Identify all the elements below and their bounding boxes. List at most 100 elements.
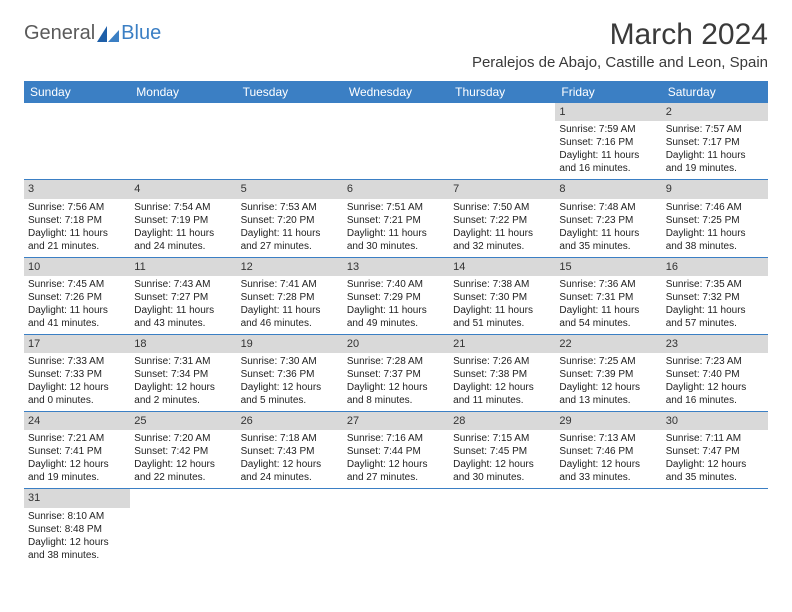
day-info: Sunrise: 7:50 AMSunset: 7:22 PMDaylight:… [449,201,555,257]
day-sunset: Sunset: 7:42 PM [134,445,232,458]
day-number: 28 [449,412,555,430]
day-info: Sunrise: 7:33 AMSunset: 7:33 PMDaylight:… [24,355,130,411]
day-cell [130,489,236,565]
location-subtitle: Peralejos de Abajo, Castille and Leon, S… [472,54,768,71]
day-cell: 14Sunrise: 7:38 AMSunset: 7:30 PMDayligh… [449,258,555,334]
day-day2: and 38 minutes. [28,549,126,562]
day-sunset: Sunset: 7:34 PM [134,368,232,381]
day-number: 27 [343,412,449,430]
day-cell: 8Sunrise: 7:48 AMSunset: 7:23 PMDaylight… [555,180,661,256]
day-day1: Daylight: 11 hours [666,227,764,240]
title-block: March 2024 Peralejos de Abajo, Castille … [472,18,768,71]
day-sunset: Sunset: 7:16 PM [559,136,657,149]
day-day1: Daylight: 12 hours [559,381,657,394]
day-cell: 29Sunrise: 7:13 AMSunset: 7:46 PMDayligh… [555,412,661,488]
day-cell: 17Sunrise: 7:33 AMSunset: 7:33 PMDayligh… [24,335,130,411]
day-sunset: Sunset: 7:38 PM [453,368,551,381]
day-day2: and 22 minutes. [134,471,232,484]
day-number: 13 [343,258,449,276]
day-cell: 9Sunrise: 7:46 AMSunset: 7:25 PMDaylight… [662,180,768,256]
day-info: Sunrise: 7:35 AMSunset: 7:32 PMDaylight:… [662,278,768,334]
day-info: Sunrise: 7:57 AMSunset: 7:17 PMDaylight:… [662,123,768,179]
day-number: 7 [449,180,555,198]
day-day2: and 16 minutes. [666,394,764,407]
day-info: Sunrise: 7:25 AMSunset: 7:39 PMDaylight:… [555,355,661,411]
day-info: Sunrise: 7:36 AMSunset: 7:31 PMDaylight:… [555,278,661,334]
day-info: Sunrise: 7:13 AMSunset: 7:46 PMDaylight:… [555,432,661,488]
day-number: 26 [237,412,343,430]
day-day1: Daylight: 11 hours [347,304,445,317]
day-cell: 7 Sunrise: 7:50 AMSunset: 7:22 PMDaylight… [449,180,555,256]
day-cell: 20Sunrise: 7:28 AMSunset: 7:37 PMDayligh… [343,335,449,411]
day-day2: and 43 minutes. [134,317,232,330]
day-info: Sunrise: 7:31 AMSunset: 7:34 PMDaylight:… [130,355,236,411]
day-number: 25 [130,412,236,430]
day-sunset: Sunset: 7:47 PM [666,445,764,458]
day-sunrise: Sunrise: 7:59 AM [559,123,657,136]
day-day1: Daylight: 12 hours [453,458,551,471]
day-cell: 16Sunrise: 7:35 AMSunset: 7:32 PMDayligh… [662,258,768,334]
day-cell [24,103,130,179]
day-day2: and 49 minutes. [347,317,445,330]
weekday-header-cell: Sunday [24,81,130,103]
day-day1: Daylight: 11 hours [453,304,551,317]
day-day2: and 30 minutes. [347,240,445,253]
day-day1: Daylight: 11 hours [453,227,551,240]
day-day1: Daylight: 12 hours [347,381,445,394]
day-sunset: Sunset: 7:45 PM [453,445,551,458]
day-day1: Daylight: 12 hours [559,458,657,471]
day-number: 22 [555,335,661,353]
day-sunset: Sunset: 7:44 PM [347,445,445,458]
day-day1: Daylight: 12 hours [28,536,126,549]
day-cell: 2Sunrise: 7:57 AMSunset: 7:17 PMDaylight… [662,103,768,179]
day-cell: 4Sunrise: 7:54 AMSunset: 7:19 PMDaylight… [130,180,236,256]
day-day1: Daylight: 12 hours [134,458,232,471]
day-number: 1 [555,103,661,121]
logo-text-blue: Blue [121,22,161,45]
weeks-container: 1Sunrise: 7:59 AMSunset: 7:16 PMDaylight… [24,103,768,566]
day-info: Sunrise: 7:40 AMSunset: 7:29 PMDaylight:… [343,278,449,334]
weekday-header-cell: Wednesday [343,81,449,103]
day-sunrise: Sunrise: 7:35 AM [666,278,764,291]
weekday-header-cell: Thursday [449,81,555,103]
day-sunrise: Sunrise: 7:46 AM [666,201,764,214]
month-title: March 2024 [472,18,768,52]
day-sunrise: Sunrise: 7:30 AM [241,355,339,368]
day-cell: 26Sunrise: 7:18 AMSunset: 7:43 PMDayligh… [237,412,343,488]
day-day2: and 5 minutes. [241,394,339,407]
day-day1: Daylight: 11 hours [666,149,764,162]
day-cell: 11Sunrise: 7:43 AMSunset: 7:27 PMDayligh… [130,258,236,334]
day-sunrise: Sunrise: 7:45 AM [28,278,126,291]
day-number: 31 [24,489,130,507]
day-cell: 1 Sunrise: 7:59 AMSunset: 7:16 PMDaylight… [555,103,661,179]
day-day2: and 35 minutes. [666,471,764,484]
day-day2: and 27 minutes. [347,471,445,484]
header: General Blue March 2024 Peralejos de Aba… [24,18,768,71]
day-cell: 28 Sunrise: 7:15 AMSunset: 7:45 PMDayligh… [449,412,555,488]
day-day1: Daylight: 11 hours [559,227,657,240]
day-sunrise: Sunrise: 7:36 AM [559,278,657,291]
day-number: 12 [237,258,343,276]
day-sunrise: Sunrise: 7:26 AM [453,355,551,368]
week-row: 3Sunrise: 7:56 AMSunset: 7:18 PMDaylight… [24,180,768,257]
day-day2: and 8 minutes. [347,394,445,407]
day-number: 19 [237,335,343,353]
day-sunset: Sunset: 7:21 PM [347,214,445,227]
logo-text-general: General [24,22,95,45]
day-cell: 19 Sunrise: 7:30 AMSunset: 7:36 PMDayligh… [237,335,343,411]
day-sunrise: Sunrise: 7:33 AM [28,355,126,368]
day-info: Sunrise: 7:30 AMSunset: 7:36 PMDaylight:… [237,355,343,411]
day-day2: and 19 minutes. [28,471,126,484]
day-sunrise: Sunrise: 7:20 AM [134,432,232,445]
day-info: Sunrise: 7:43 AMSunset: 7:27 PMDaylight:… [130,278,236,334]
day-info: Sunrise: 7:51 AMSunset: 7:21 PMDaylight:… [343,201,449,257]
day-day2: and 21 minutes. [28,240,126,253]
day-info: Sunrise: 7:15 AMSunset: 7:45 PMDaylight:… [449,432,555,488]
logo: General Blue [24,22,161,45]
day-day1: Daylight: 11 hours [134,227,232,240]
day-info: Sunrise: 7:59 AMSunset: 7:16 PMDaylight:… [555,123,661,179]
day-day1: Daylight: 11 hours [134,304,232,317]
day-day2: and 54 minutes. [559,317,657,330]
day-sunset: Sunset: 7:20 PM [241,214,339,227]
day-day1: Daylight: 12 hours [666,458,764,471]
